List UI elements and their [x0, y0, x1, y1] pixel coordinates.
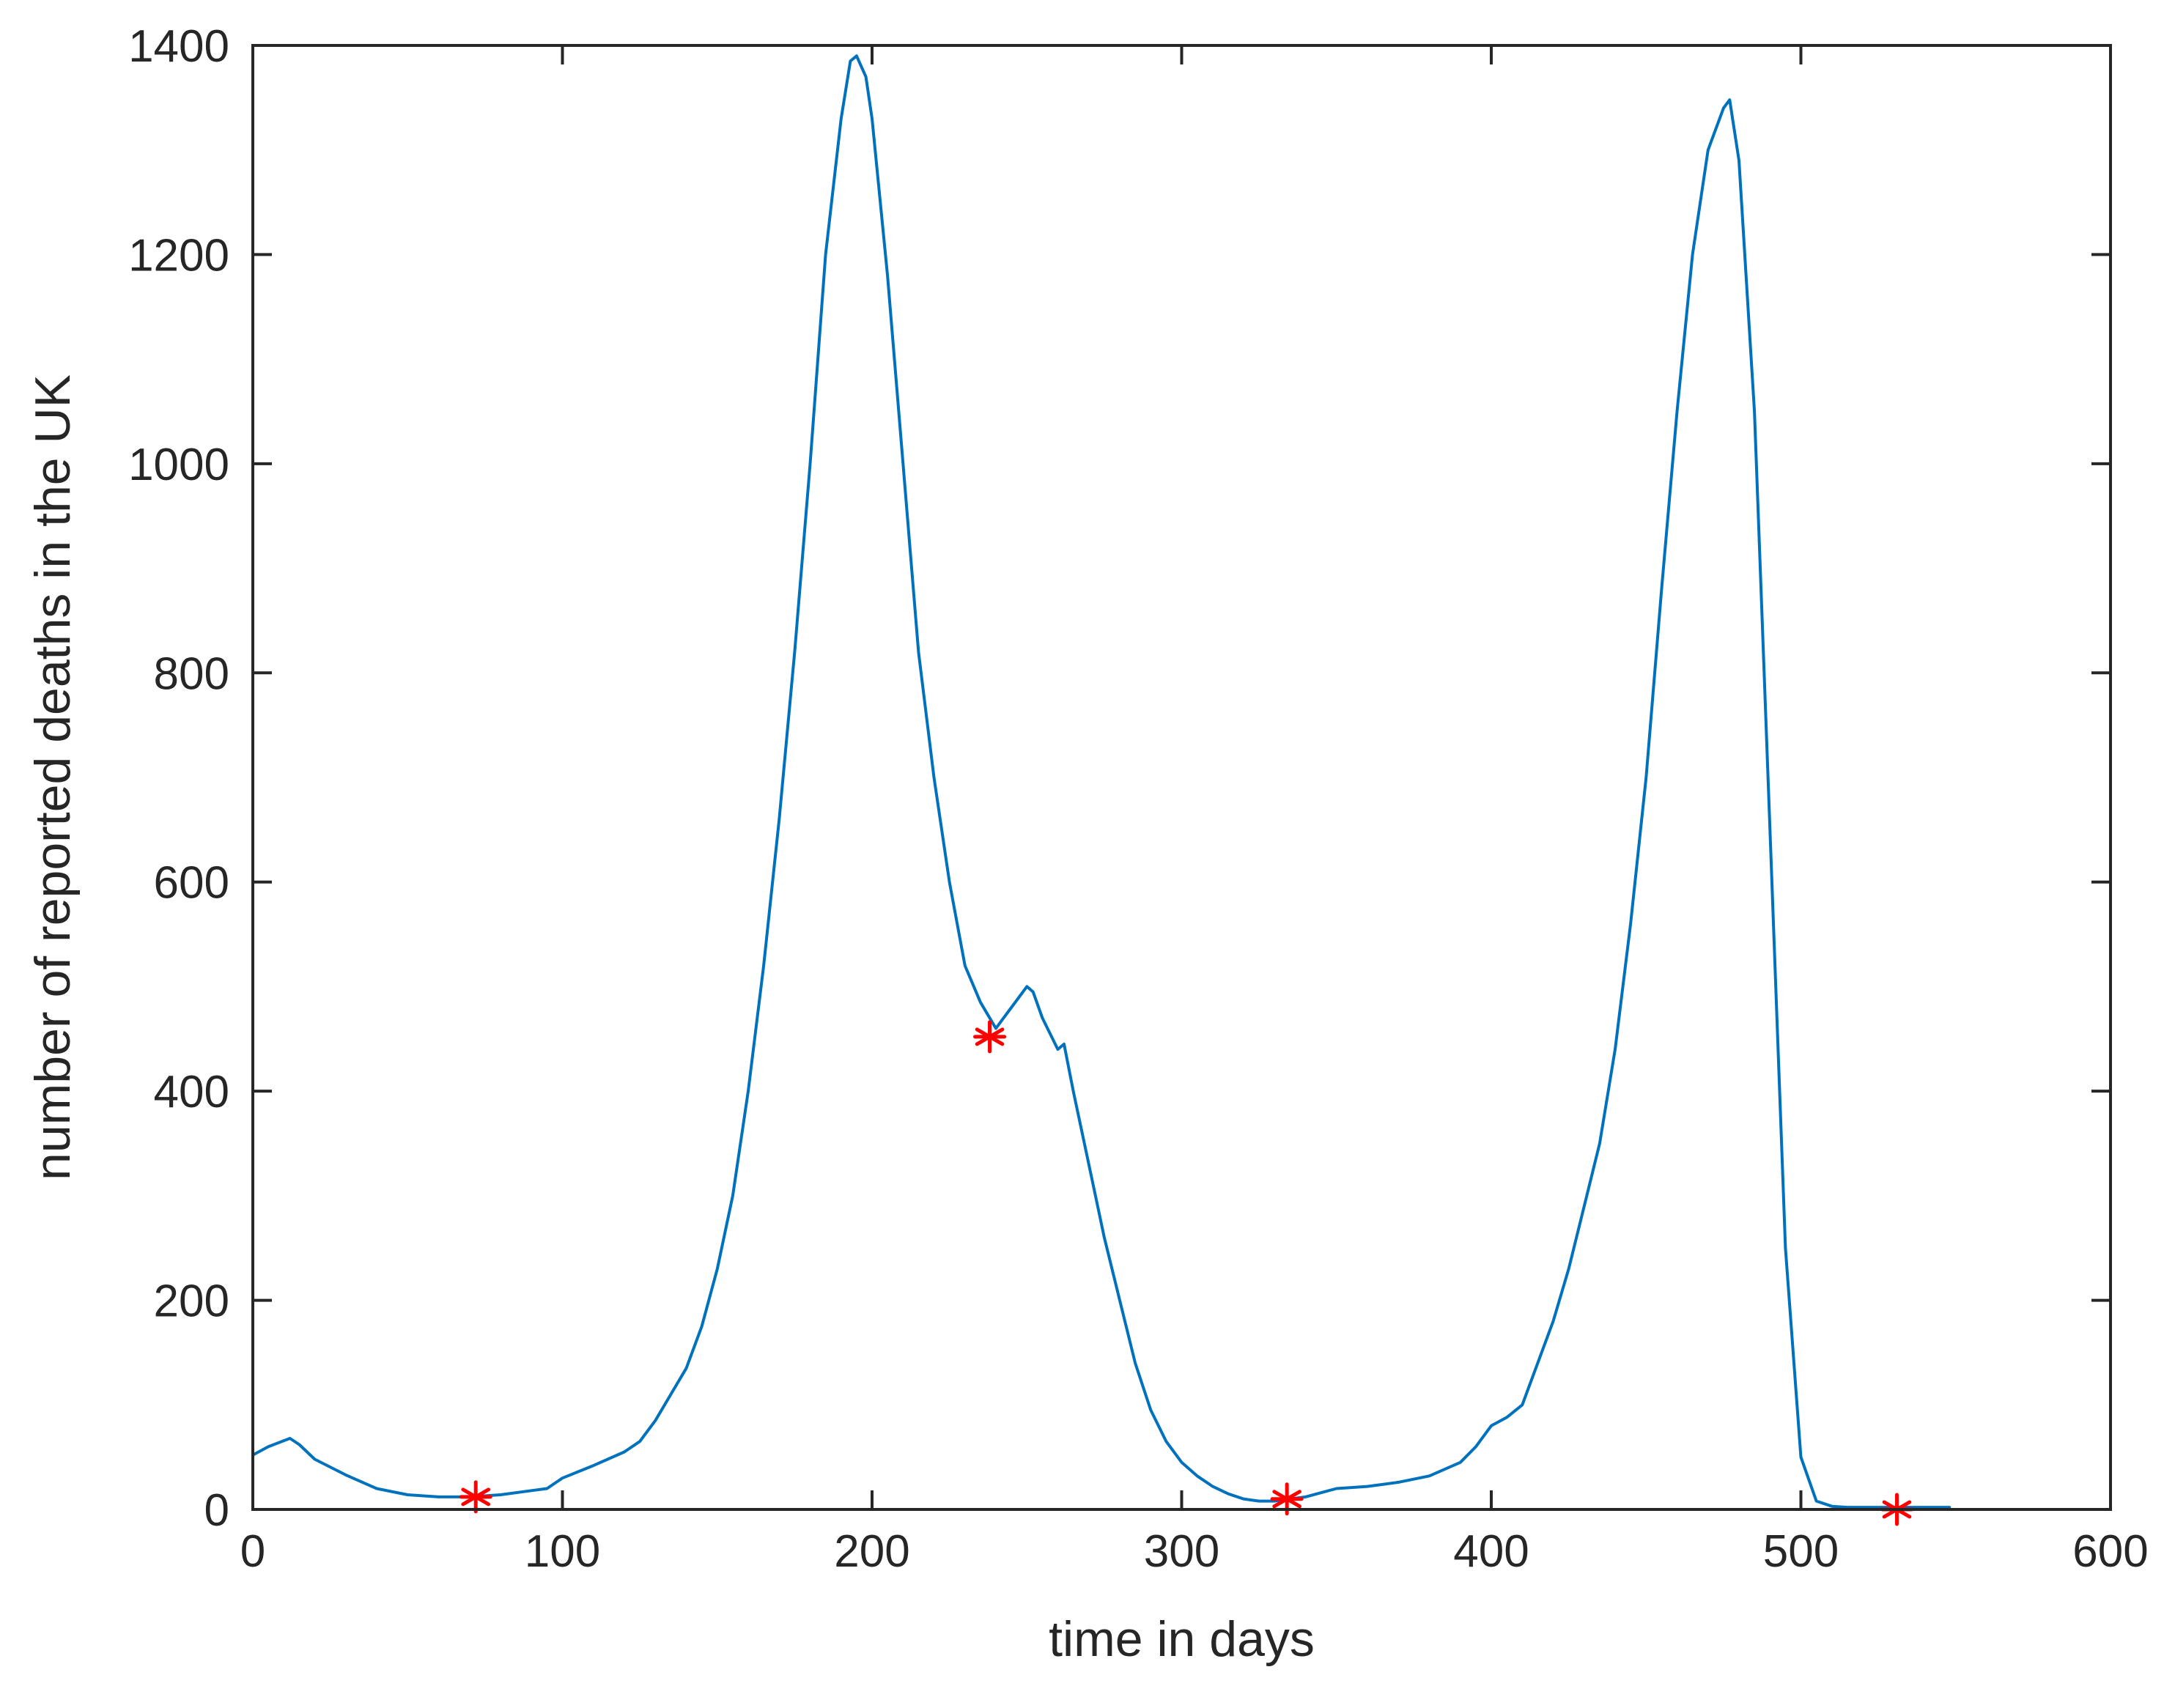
y-tick-label: 400 [154, 1067, 229, 1117]
plot-area [251, 54, 1951, 1509]
x-tick-label: 500 [1763, 1526, 1839, 1577]
y-tick-label: 1400 [128, 21, 229, 72]
x-axis-label: time in days [1049, 1611, 1315, 1667]
x-tick-label: 300 [1144, 1526, 1219, 1577]
y-tick-label: 1000 [128, 440, 229, 490]
y-tick-label: 800 [154, 648, 229, 699]
x-tick-label: 100 [525, 1526, 600, 1577]
x-tick-label: 400 [1453, 1526, 1529, 1577]
y-axis-label: number of reported deaths in the UK [25, 374, 81, 1180]
tick-labels: 0 100 200 300 400 500 600 0 200 400 600 800 1000 1200… [128, 21, 2149, 1577]
y-tick-label: 200 [154, 1276, 229, 1327]
x-tick-label: 200 [834, 1526, 909, 1577]
series-line-0 [251, 54, 1951, 1509]
axes-frame [251, 44, 2112, 1511]
marker-point [973, 1020, 1007, 1054]
marker-point [459, 1480, 492, 1514]
y-tick-label: 1200 [128, 230, 229, 281]
y-tick-label: 0 [204, 1485, 229, 1536]
x-tick-label: 0 [240, 1526, 265, 1577]
x-tick-label: 600 [2072, 1526, 2148, 1577]
y-tick-label: 600 [154, 858, 229, 909]
